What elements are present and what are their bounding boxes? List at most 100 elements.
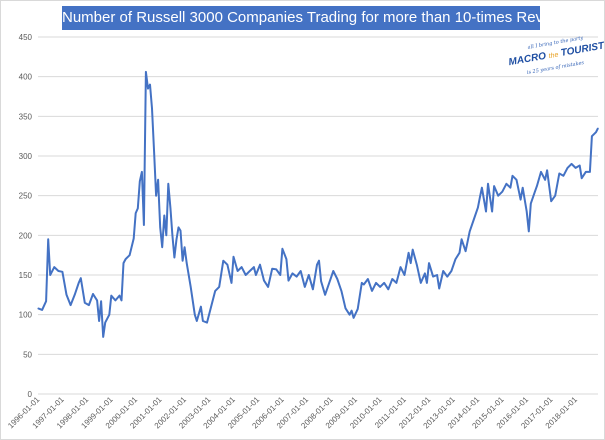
- data-point: [597, 127, 599, 129]
- data-point: [328, 282, 330, 284]
- data-point: [259, 264, 261, 266]
- data-point: [61, 271, 64, 273]
- data-point: [279, 274, 281, 276]
- data-point: [570, 163, 573, 165]
- data-point: [267, 286, 269, 288]
- data-point: [222, 260, 224, 262]
- data-point: [98, 320, 100, 322]
- data-point: [387, 288, 389, 290]
- data-point: [151, 107, 153, 109]
- data-point: [194, 314, 196, 316]
- data-point: [465, 250, 467, 252]
- data-point: [408, 252, 410, 254]
- data-point: [511, 175, 514, 177]
- data-point: [391, 278, 393, 280]
- data-point: [336, 278, 338, 280]
- data-point: [349, 314, 351, 316]
- data-point: [161, 246, 163, 248]
- data-point: [515, 179, 518, 181]
- data-point: [102, 336, 104, 338]
- data-point: [167, 183, 169, 185]
- data-point: [491, 210, 493, 213]
- data-point: [120, 299, 123, 301]
- data-point: [424, 272, 426, 274]
- data-point: [554, 195, 556, 197]
- data-point: [581, 177, 583, 179]
- data-point: [509, 187, 511, 189]
- data-point: [179, 230, 182, 232]
- data-point: [308, 274, 310, 276]
- data-point: [49, 274, 51, 276]
- data-point: [184, 246, 186, 248]
- data-point: [114, 299, 116, 301]
- data-point: [403, 274, 406, 276]
- data-point: [169, 207, 171, 209]
- data-point: [591, 135, 593, 137]
- data-point: [100, 300, 102, 302]
- data-point: [363, 283, 365, 286]
- data-point: [540, 171, 542, 173]
- data-point: [78, 282, 80, 284]
- data-point: [157, 179, 159, 181]
- data-point: [255, 274, 257, 276]
- data-point: [536, 185, 538, 187]
- data-point: [501, 191, 503, 193]
- data-point: [528, 230, 530, 232]
- data-point: [546, 169, 548, 171]
- data-point: [241, 266, 243, 268]
- data-point: [139, 180, 141, 182]
- logo-word-the: the: [548, 51, 560, 61]
- data-point: [477, 207, 479, 209]
- data-point: [367, 278, 369, 280]
- data-point: [399, 266, 402, 268]
- data-point: [479, 196, 481, 198]
- data-point: [245, 274, 247, 276]
- data-point: [432, 276, 434, 278]
- data-point: [175, 238, 178, 240]
- data-point: [125, 258, 127, 260]
- data-point: [469, 230, 471, 232]
- data-point: [200, 306, 202, 308]
- data-point: [446, 276, 448, 278]
- data-point: [230, 282, 233, 284]
- gridlines: [38, 36, 598, 395]
- data-point: [450, 270, 452, 272]
- data-point: [316, 264, 318, 266]
- data-point: [110, 295, 112, 297]
- data-point: [473, 218, 475, 221]
- data-point: [550, 200, 552, 202]
- y-tick-label-300: 300: [19, 152, 33, 161]
- data-point: [263, 280, 265, 282]
- data-point: [357, 308, 359, 310]
- data-point: [133, 237, 135, 240]
- data-point: [155, 195, 157, 197]
- data-point: [135, 212, 137, 214]
- y-tick-label-400: 400: [19, 73, 33, 82]
- data-point: [65, 294, 68, 296]
- data-point: [595, 131, 597, 133]
- data-point: [412, 249, 414, 251]
- data-point: [104, 322, 106, 324]
- data-point: [137, 207, 139, 209]
- data-point: [171, 234, 173, 236]
- data-point: [312, 288, 314, 290]
- data-point: [285, 258, 287, 260]
- data-point: [420, 282, 422, 284]
- data-point: [410, 262, 412, 264]
- data-point: [287, 280, 290, 282]
- data-point: [485, 210, 487, 213]
- data-point: [520, 199, 522, 201]
- data-point: [253, 266, 255, 268]
- data-point: [196, 320, 198, 322]
- data-point: [481, 187, 483, 189]
- data-point: [332, 270, 334, 272]
- data-point: [177, 226, 180, 228]
- y-tick-label-450: 450: [19, 33, 33, 42]
- data-point: [88, 304, 90, 306]
- data-point: [53, 266, 55, 268]
- data-point: [232, 256, 235, 258]
- data-point: [304, 286, 306, 288]
- data-point: [300, 270, 302, 272]
